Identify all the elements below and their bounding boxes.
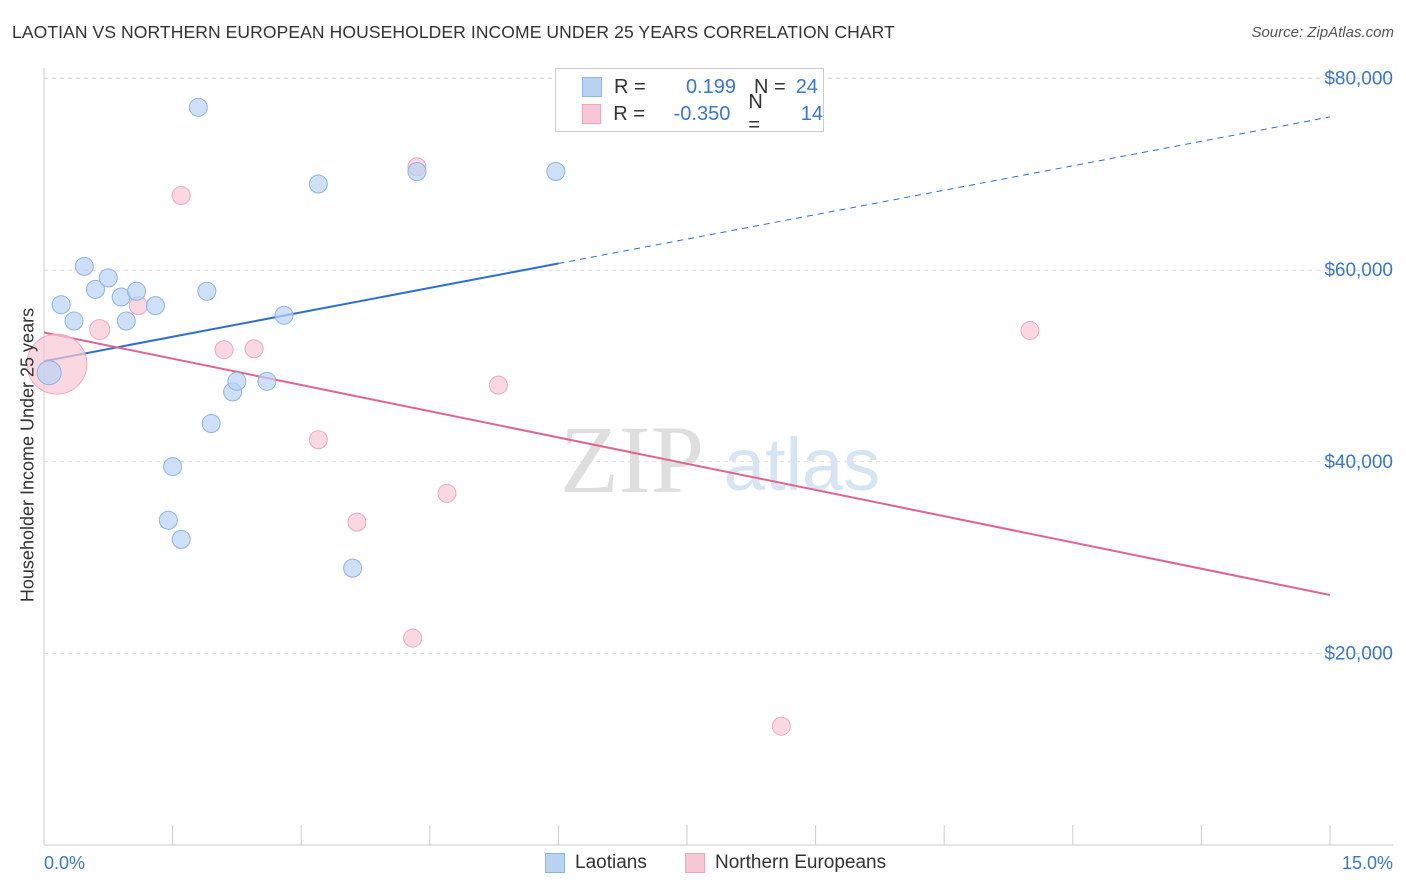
point-laotians [407, 162, 427, 182]
y-axis-title: Householder Income Under 25 years [17, 307, 38, 603]
point-laotians [145, 296, 165, 316]
point-northern-europeans [89, 319, 111, 341]
point-laotians [74, 256, 94, 276]
point-northern-europeans [308, 430, 328, 450]
legend-swatch-laotians [545, 853, 565, 873]
point-laotians [343, 558, 363, 578]
point-laotians [188, 97, 208, 117]
chart-title: LAOTIAN VS NORTHERN EUROPEAN HOUSEHOLDER… [12, 22, 895, 42]
point-laotians [171, 529, 191, 549]
point-laotians [98, 268, 118, 288]
x-tick-label-min: 0.0% [44, 853, 86, 873]
legend-n-value-laotians: 24 [795, 75, 818, 98]
point-laotians [201, 413, 221, 433]
point-laotians [546, 162, 566, 182]
point-laotians [227, 371, 247, 391]
legend-r-value-northern-europeans: -0.350 [673, 102, 731, 125]
correlation-legend: R = 0.199 N = 24 R = -0.350 N = 14 [555, 68, 824, 136]
point-northern-europeans [214, 340, 234, 360]
legend-swatch-laotians [582, 77, 602, 97]
point-laotians [308, 174, 328, 194]
legend-label-laotians: Laotians [575, 852, 647, 873]
point-northern-europeans [771, 716, 791, 736]
watermark: ZIP atlas [560, 406, 880, 513]
point-northern-europeans [347, 512, 367, 532]
y-tick-label: $40,000 [1324, 452, 1393, 473]
legend-item-laotians[interactable]: Laotians [545, 852, 647, 874]
source-label: Source: ZipAtlas.com [1251, 24, 1394, 41]
legend-r-value-laotians: 0.199 [685, 75, 736, 98]
legend-swatch-northern-europeans [582, 104, 602, 124]
trend-line-northern-europeans [43, 331, 1331, 596]
point-laotians [36, 360, 62, 386]
trend-line-laotians-extension [558, 116, 1331, 264]
legend-n-label: N = [748, 91, 763, 136]
legend-item-northern-europeans[interactable]: Northern Europeans [685, 852, 886, 874]
point-laotians [274, 305, 294, 325]
legend-label-northern-europeans: Northern Europeans [715, 852, 887, 873]
trend-line-laotians [43, 262, 559, 363]
point-laotians [163, 457, 183, 477]
point-laotians [85, 279, 105, 299]
watermark-atlas: atlas [724, 423, 880, 506]
point-northern-europeans [488, 375, 508, 395]
legend-r-label: R = [613, 102, 645, 125]
legend-swatch-northern-europeans [685, 853, 705, 873]
point-northern-europeans [437, 483, 457, 503]
point-northern-europeans [1020, 321, 1040, 341]
y-tick-label: $80,000 [1324, 69, 1393, 90]
watermark-zip: ZIP [560, 406, 704, 513]
y-tick-label: $60,000 [1324, 260, 1393, 281]
point-northern-europeans [403, 628, 423, 648]
y-tick-label: $20,000 [1324, 643, 1393, 664]
point-laotians [64, 311, 84, 331]
x-tick-label-max: 15.0% [1341, 853, 1393, 873]
y-tick-labels: $20,000 $40,000 $60,000 $80,000 [1324, 69, 1393, 665]
point-laotians [158, 510, 178, 530]
axes [43, 68, 1393, 846]
point-laotians [197, 281, 217, 301]
legend-r-label: R = [614, 75, 646, 98]
point-laotians [127, 281, 147, 301]
point-laotians [51, 295, 71, 315]
data-points [26, 97, 1040, 736]
legend-n-value-northern-europeans: 14 [800, 102, 823, 125]
point-laotians [116, 311, 136, 331]
point-laotians [257, 371, 277, 391]
point-northern-europeans [171, 185, 191, 205]
point-northern-europeans [244, 339, 264, 359]
trend-lines [43, 116, 1331, 596]
legend-n-label: N = [754, 75, 786, 98]
